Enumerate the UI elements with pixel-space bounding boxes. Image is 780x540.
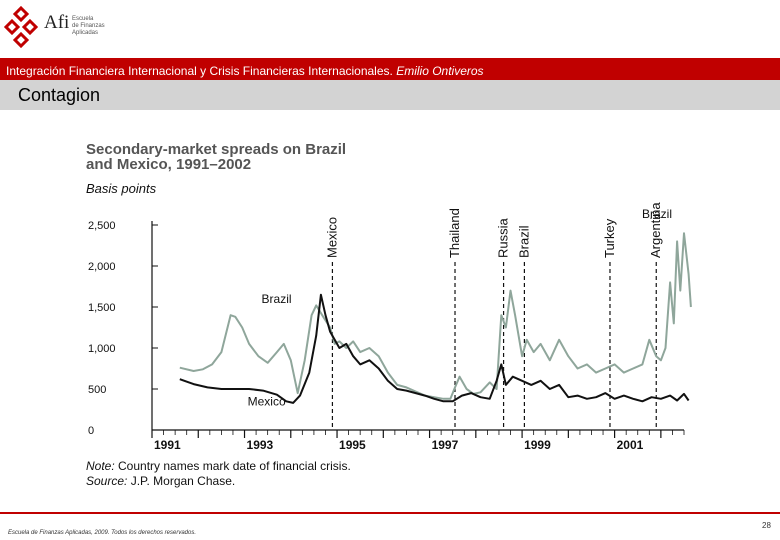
footer-divider [0, 512, 780, 514]
crisis-marker-label: Argentina [648, 202, 663, 258]
y-tick-label: 500 [88, 384, 106, 396]
afi-logo: Afi Escuela de Finanzas Aplicadas [4, 4, 124, 54]
banner-text: Integración Financiera Internacional y C… [6, 64, 484, 78]
chart-source-prefix: Source: [86, 474, 131, 488]
afi-logo-mark [4, 6, 38, 48]
series-annotation: Mexico [248, 394, 286, 408]
y-tick-label: 1,500 [88, 302, 116, 314]
header-banner: Integración Financiera Internacional y C… [0, 58, 780, 80]
x-tick-label: 1993 [247, 438, 274, 452]
footer-copyright: Escuela de Finanzas Aplicadas, 2009. Tod… [8, 530, 197, 536]
school-line: Aplicadas [72, 30, 99, 36]
logo-diamond [4, 18, 21, 36]
series-end-label: Brazil [642, 207, 672, 221]
series-line-mexico [179, 293, 690, 404]
series-line-brazil [179, 232, 692, 400]
y-tick-label: 1,000 [88, 343, 116, 355]
crisis-marker-label: Turkey [602, 218, 617, 258]
crisis-marker-label: Brazil [516, 225, 531, 258]
x-tick-label: 1999 [524, 438, 551, 452]
chart-note-prefix: Note: [86, 459, 118, 473]
crisis-marker-label: Thailand [447, 208, 462, 258]
banner-author: Emilio Ontiveros [396, 64, 484, 78]
chart-source-text: J.P. Morgan Chase. [131, 474, 236, 488]
logo-diamond [21, 18, 38, 36]
school-line: de Finanzas [72, 23, 105, 29]
logo-diamond [12, 31, 30, 48]
chart-source: Source: J.P. Morgan Chase. [86, 474, 235, 488]
afi-logo-text: Afi [44, 12, 70, 33]
chart-note-text: Country names mark date of financial cri… [118, 459, 351, 473]
x-tick-label: 2001 [617, 438, 644, 452]
afi-school-name: Escuela de Finanzas Aplicadas [72, 16, 105, 37]
y-axis-label: Basis points [86, 181, 157, 196]
y-tick-label: 0 [88, 425, 94, 437]
series-annotation: Brazil [262, 292, 292, 306]
page-number: 28 [762, 521, 771, 530]
x-tick-label: 1991 [154, 438, 181, 452]
y-tick-label: 2,000 [88, 261, 116, 273]
banner-course: Integración Financiera Internacional y C… [6, 64, 393, 78]
logo-diamond [12, 6, 30, 23]
y-tick-label: 2,500 [88, 220, 116, 232]
page-title: Contagion [18, 85, 101, 105]
x-tick-label: 1997 [432, 438, 459, 452]
crisis-marker-label: Russia [496, 217, 511, 258]
chart-note: Note: Country names mark date of financi… [86, 459, 351, 473]
crisis-marker-label: Mexico [324, 217, 339, 258]
chart-title-line: and Mexico, 1991–2002 [86, 156, 251, 173]
title-bar [0, 80, 780, 110]
school-line: Escuela [72, 16, 94, 22]
x-tick-label: 1995 [339, 438, 366, 452]
chart-title-line: Secondary-market spreads on Brazil [86, 141, 346, 158]
